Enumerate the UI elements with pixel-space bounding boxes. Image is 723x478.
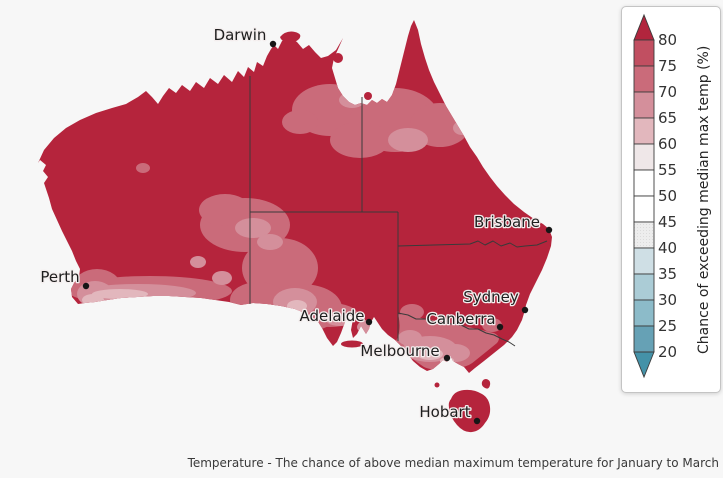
colorbar-arrow-up (633, 13, 655, 41)
city-label-darwin: Darwin (214, 26, 267, 44)
city-label-canberra: Canberra (426, 310, 495, 328)
colorbar-arrow-down (633, 351, 655, 379)
caption: Temperature - The chance of above median… (187, 456, 719, 470)
city-dot-hobart (473, 417, 481, 425)
colorbar-tick-50: 50 (658, 187, 677, 205)
legend-box: 80 75 70 65 60 55 50 45 40 35 30 25 20 Chance of exc… (621, 6, 721, 393)
city-dot-perth (82, 282, 90, 290)
city-label-melbourne: Melbourne (360, 342, 439, 360)
colorbar-cell-45-50 (633, 195, 655, 223)
city-label-sydney: Sydney (463, 288, 519, 306)
colorbar-tick-40: 40 (658, 239, 677, 257)
colorbar-tick-60: 60 (658, 135, 677, 153)
colorbar-cell-25-30 (633, 299, 655, 327)
king-island (434, 382, 440, 388)
city-markers: Darwin Brisbane Perth Adelaide Sydney Canberr… (39, 25, 553, 425)
colorbar-tick-45: 45 (658, 213, 677, 231)
colorbar-cell-75-80 (633, 39, 655, 67)
city-marker-sydney: Sydney (462, 287, 529, 314)
city-marker-canberra: Canberra (425, 309, 504, 331)
colorbar-tick-35: 35 (658, 265, 677, 283)
city-dot-brisbane (545, 226, 553, 234)
colorbar-cell-30-35 (633, 273, 655, 301)
colorbar-tick-20: 20 (658, 343, 677, 361)
colorbar-cell-70-75 (633, 65, 655, 93)
groote-eylandt (333, 53, 343, 63)
colorbar-tick-30: 30 (658, 291, 677, 309)
city-dot-sydney (521, 306, 529, 314)
city-label-brisbane: Brisbane (474, 213, 540, 231)
city-dot-melbourne (443, 354, 451, 362)
city-marker-perth: Perth (39, 267, 90, 290)
legend-title: Chance of exceeding median max temp (%) (696, 45, 712, 354)
colorbar-tick-25: 25 (658, 317, 677, 335)
colorbar-cell-65-70 (633, 91, 655, 119)
city-dot-darwin (269, 40, 277, 48)
colorbar-cell-20-25 (633, 325, 655, 353)
colorbar-tick-75: 75 (658, 57, 677, 75)
colorbar-cell-35-40 (633, 247, 655, 275)
state-borders (249, 76, 548, 347)
city-label-adelaide: Adelaide (299, 307, 364, 325)
city-dot-adelaide (365, 318, 373, 326)
mornington-island (364, 92, 372, 100)
melville-island (280, 31, 301, 43)
city-marker-melbourne: Melbourne (359, 341, 451, 362)
city-marker-adelaide: Adelaide (298, 306, 373, 326)
city-label-hobart: Hobart (419, 403, 470, 421)
city-marker-brisbane: Brisbane (473, 212, 553, 234)
kangaroo-island (341, 340, 363, 348)
city-marker-darwin: Darwin (212, 25, 277, 48)
colorbar-cell-40-45 (633, 221, 655, 249)
colorbar-tick-80: 80 (658, 31, 677, 49)
colorbar-tick-65: 65 (658, 109, 677, 127)
colorbar-tick-55: 55 (658, 161, 677, 179)
city-dot-canberra (496, 323, 504, 331)
flinders-island (481, 379, 491, 389)
colorbar-cell-60-65 (633, 117, 655, 145)
colorbar-tick-70: 70 (658, 83, 677, 101)
colorbar: 80 75 70 65 60 55 50 45 40 35 30 25 20 (633, 13, 677, 379)
city-marker-hobart: Hobart (418, 402, 481, 425)
shading-coastal-blue (47, 202, 51, 214)
colorbar-cell-55-60 (633, 143, 655, 171)
city-label-perth: Perth (40, 268, 79, 286)
colorbar-cell-50-55 (633, 169, 655, 197)
